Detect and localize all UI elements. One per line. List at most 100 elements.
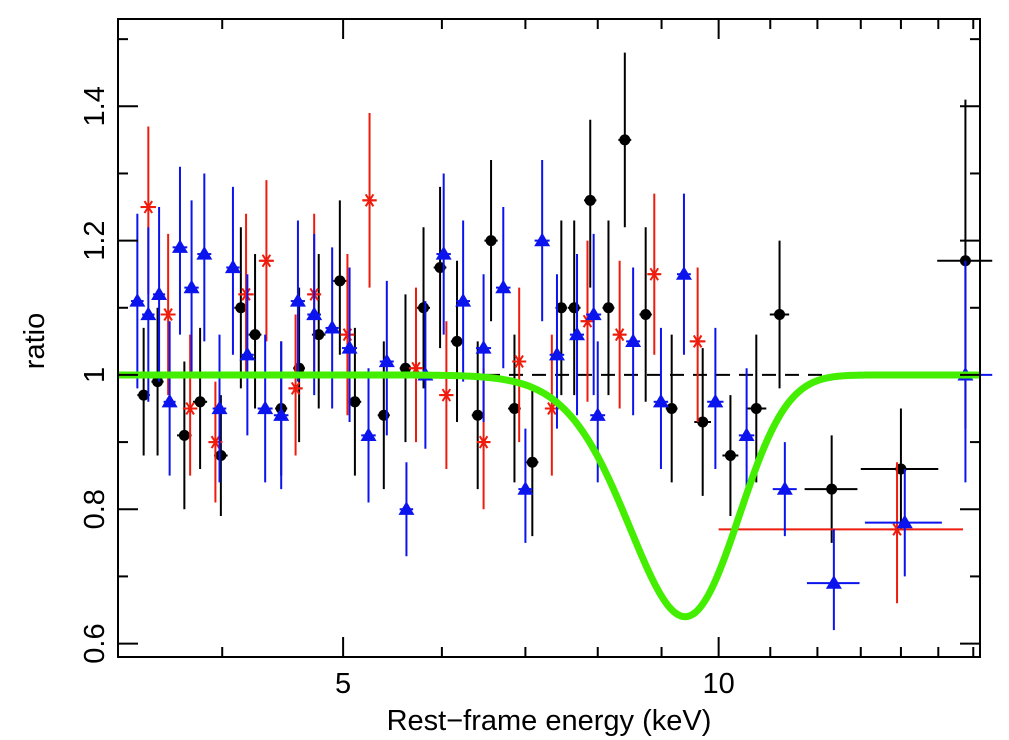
data-point-blue bbox=[341, 340, 358, 354]
error-bar-blue bbox=[675, 193, 692, 355]
model-curve bbox=[116, 371, 982, 621]
plot-area bbox=[116, 52, 993, 631]
error-bar-black bbox=[526, 388, 539, 537]
error-bar-black bbox=[665, 334, 678, 483]
data-point-black bbox=[399, 362, 411, 374]
error-bar-black bbox=[193, 327, 208, 469]
error-bar-blue bbox=[211, 334, 228, 483]
data-point-blue bbox=[196, 246, 213, 260]
data-point-blue bbox=[475, 340, 492, 354]
data-point-blue bbox=[257, 400, 274, 415]
data-point-blue bbox=[224, 259, 241, 274]
data-point-red bbox=[512, 355, 527, 368]
data-point-blue bbox=[129, 293, 146, 307]
error-bar-blue bbox=[495, 207, 512, 369]
data-point-red bbox=[183, 402, 198, 416]
data-point-blue bbox=[151, 286, 168, 300]
data-point-blue bbox=[398, 501, 415, 515]
error-bar-blue bbox=[224, 186, 241, 355]
data-point-black bbox=[826, 483, 838, 495]
error-bar-blue bbox=[161, 321, 178, 476]
data-point-blue bbox=[455, 293, 472, 307]
y-tick-label: 1 bbox=[79, 367, 111, 383]
data-point-red bbox=[288, 381, 303, 395]
error-bar-red bbox=[288, 314, 303, 456]
error-bar-blue bbox=[129, 213, 146, 389]
error-bar-black bbox=[234, 227, 248, 389]
data-point-red bbox=[239, 287, 254, 301]
data-point-black bbox=[138, 389, 150, 401]
data-point-blue bbox=[289, 293, 306, 307]
error-bar-black bbox=[639, 227, 652, 402]
error-bar-blue bbox=[738, 368, 755, 496]
error-bar-blue bbox=[360, 368, 377, 503]
error-bar-red bbox=[647, 193, 662, 355]
x-tick-label: 5 bbox=[335, 668, 351, 700]
data-point-blue bbox=[738, 427, 755, 441]
data-point-blue bbox=[534, 232, 551, 247]
error-bar-blue bbox=[625, 267, 642, 416]
data-point-black bbox=[750, 403, 762, 415]
error-bar-black bbox=[311, 254, 326, 409]
data-point-red bbox=[612, 328, 627, 342]
data-point-blue bbox=[435, 246, 452, 260]
data-point-red bbox=[141, 200, 156, 214]
data-point-black bbox=[697, 416, 709, 428]
error-bar-blue bbox=[806, 529, 860, 631]
data-point-black bbox=[451, 335, 463, 347]
error-bar-blue bbox=[864, 468, 942, 577]
data-point-black bbox=[724, 450, 736, 462]
error-bar-blue bbox=[398, 462, 415, 557]
error-bar-blue bbox=[517, 428, 534, 543]
data-point-blue bbox=[548, 346, 565, 361]
error-bar-red bbox=[612, 260, 627, 409]
data-point-blue bbox=[517, 481, 534, 495]
data-point-blue bbox=[825, 575, 842, 589]
error-bar-black bbox=[333, 200, 347, 355]
data-point-black bbox=[472, 409, 484, 421]
data-point-blue bbox=[171, 239, 188, 253]
data-point-blue bbox=[183, 279, 200, 294]
error-bar-black bbox=[860, 408, 939, 530]
error-bar-black bbox=[137, 327, 150, 456]
data-point-blue bbox=[707, 393, 724, 408]
error-bar-blue bbox=[652, 327, 669, 469]
data-point-red bbox=[690, 334, 705, 348]
error-bar-blue bbox=[306, 233, 323, 396]
error-bar-blue bbox=[534, 160, 551, 322]
data-point-black bbox=[555, 302, 567, 314]
data-point-blue bbox=[211, 400, 228, 415]
data-series-layer bbox=[129, 52, 993, 631]
data-point-black bbox=[602, 302, 614, 314]
error-bar-blue bbox=[378, 280, 395, 436]
data-point-black bbox=[666, 403, 678, 415]
error-bar-blue bbox=[569, 254, 586, 416]
error-bar-blue bbox=[475, 274, 492, 422]
data-point-black bbox=[313, 329, 325, 341]
data-point-blue bbox=[675, 266, 692, 280]
data-point-black bbox=[774, 308, 786, 320]
y-axis-label: ratio bbox=[19, 313, 51, 369]
data-point-black bbox=[485, 235, 497, 247]
y-tick-label: 1.2 bbox=[79, 220, 111, 260]
data-point-black bbox=[194, 396, 206, 408]
error-bar-black bbox=[450, 260, 464, 422]
data-point-red bbox=[476, 435, 491, 449]
x-tick-label: 10 bbox=[703, 668, 735, 700]
data-point-black bbox=[508, 403, 520, 415]
data-point-black bbox=[640, 308, 652, 320]
data-point-black bbox=[235, 302, 247, 314]
error-bar-blue bbox=[455, 220, 472, 382]
data-point-blue bbox=[306, 306, 323, 321]
data-point-blue bbox=[569, 326, 586, 341]
data-point-red bbox=[647, 267, 662, 281]
data-point-red bbox=[439, 388, 454, 402]
data-point-blue bbox=[360, 427, 377, 441]
error-bar-black bbox=[151, 307, 164, 456]
data-point-blue bbox=[625, 333, 642, 347]
data-point-black bbox=[526, 456, 538, 468]
error-bar-blue bbox=[585, 233, 602, 396]
error-bar-black bbox=[484, 160, 498, 322]
data-point-blue bbox=[140, 306, 157, 321]
